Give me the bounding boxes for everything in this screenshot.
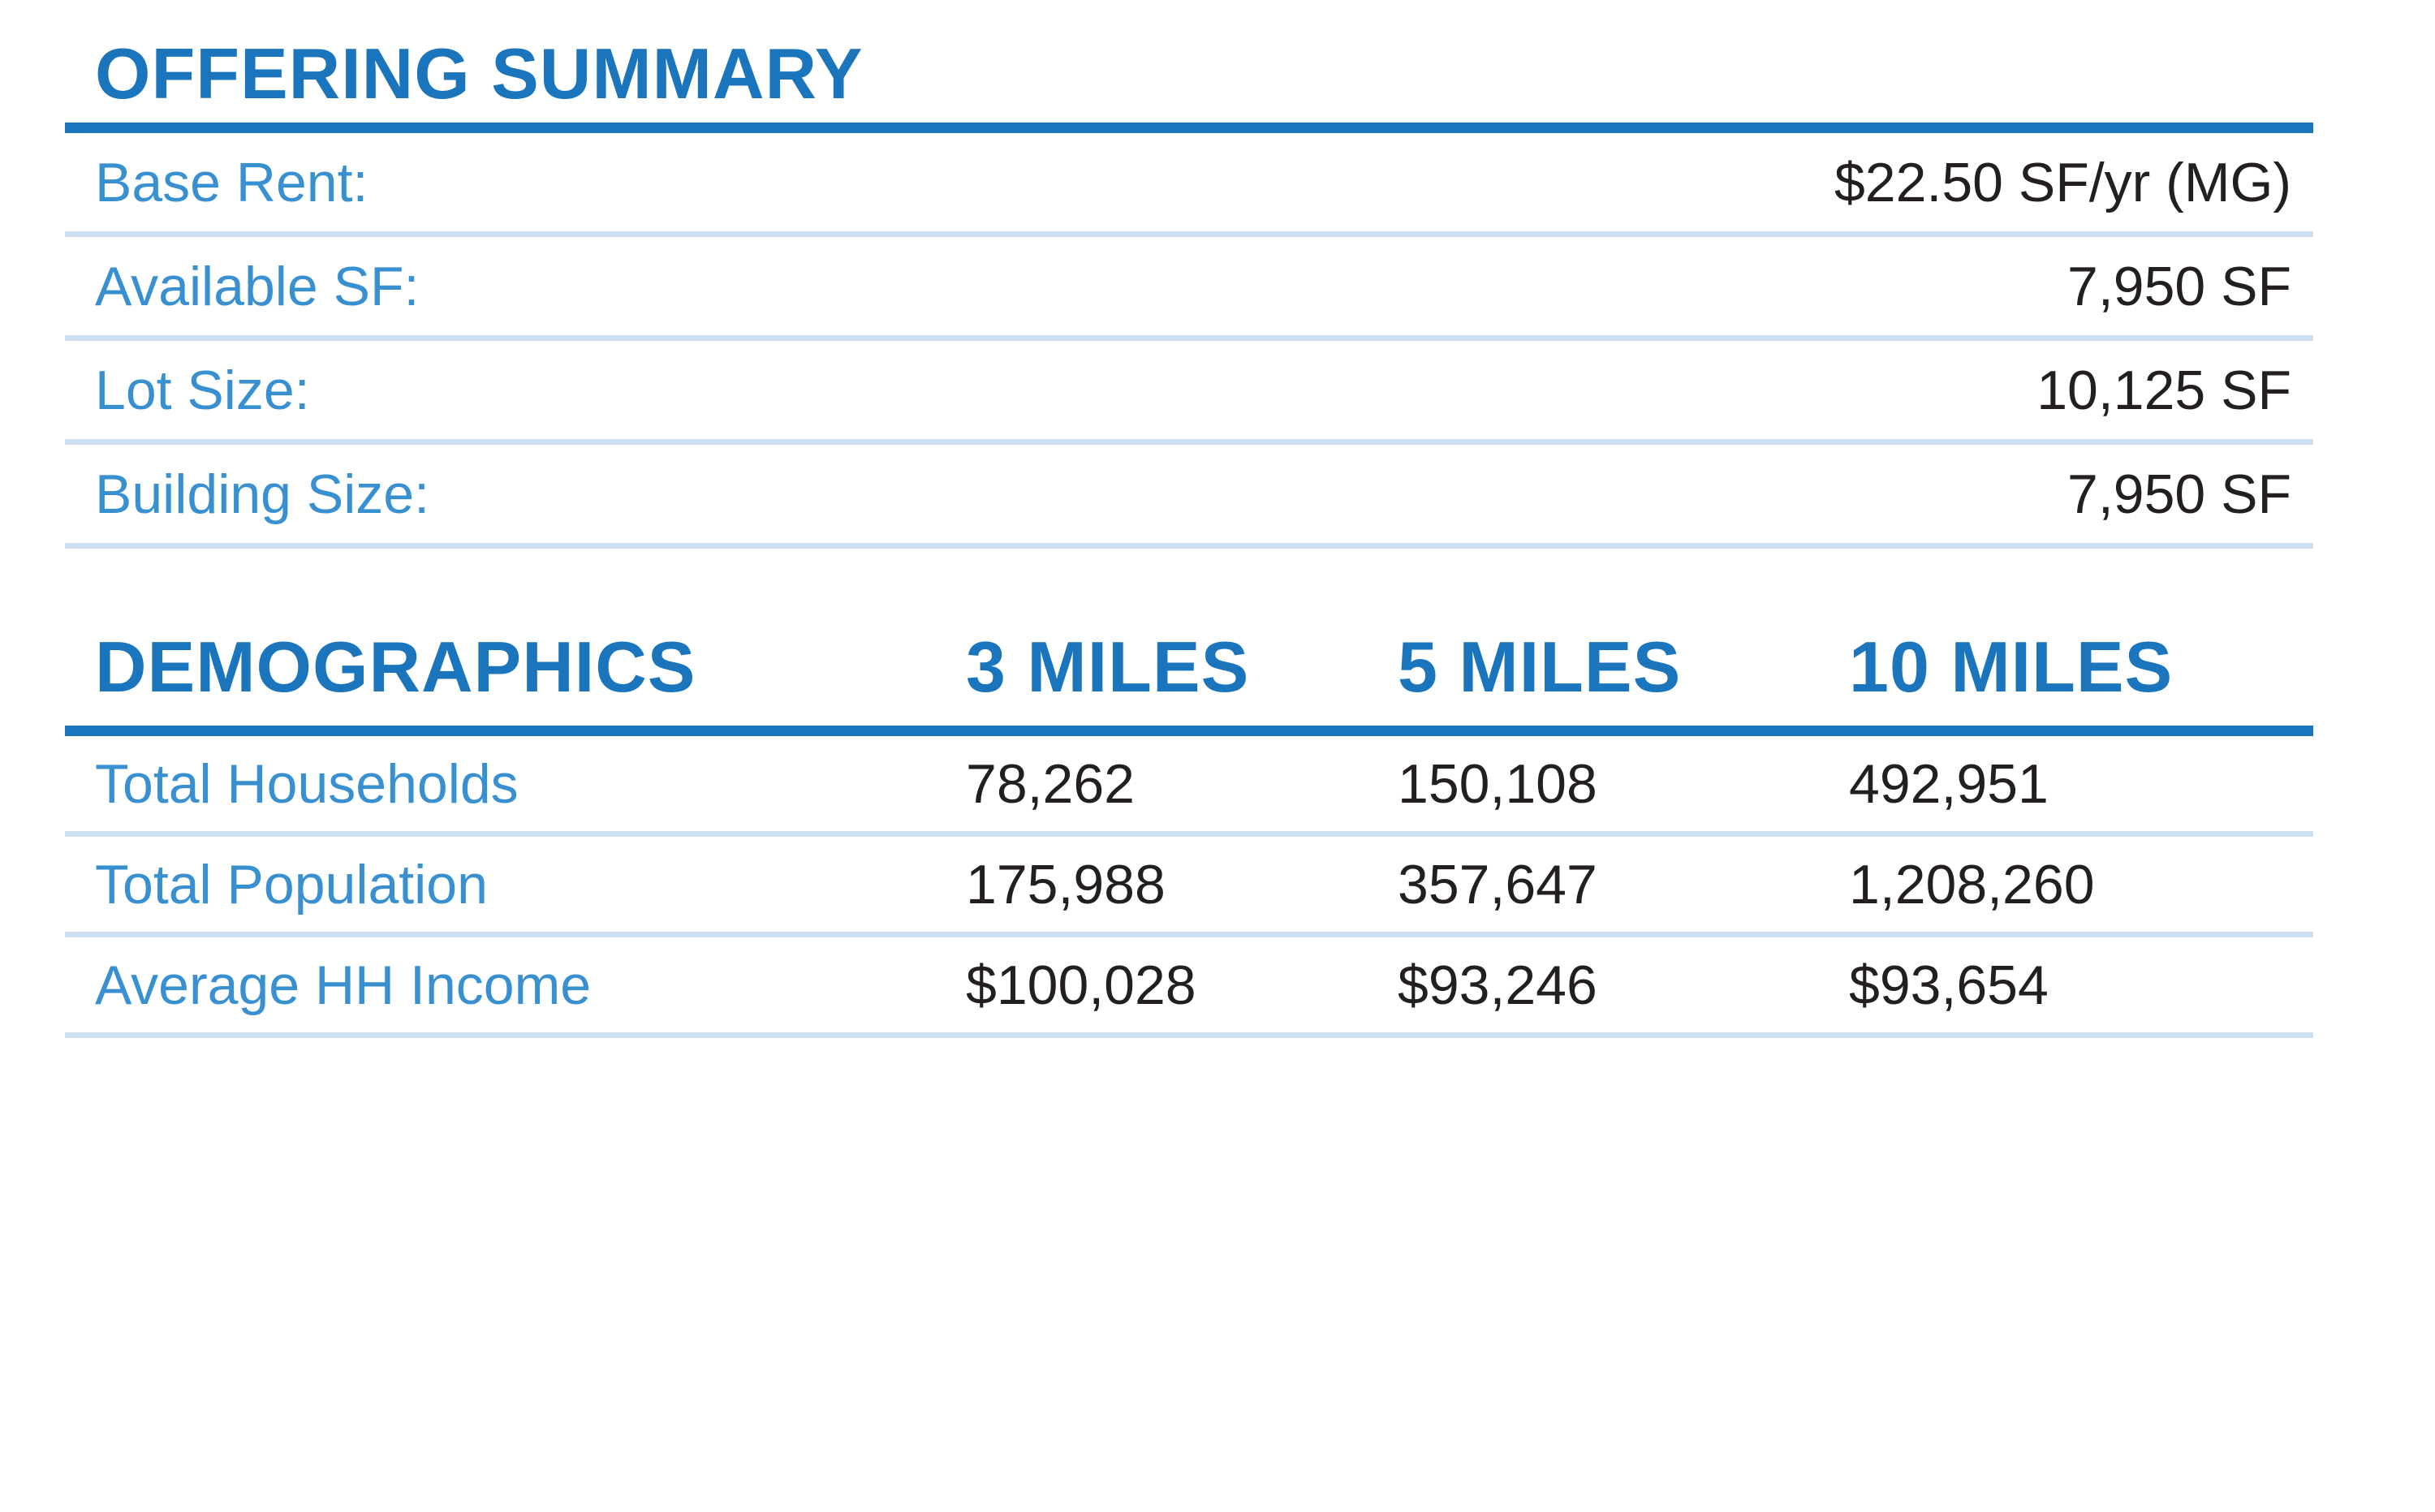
row-label: Average HH Income <box>95 954 592 1016</box>
table-row-total-households: Total Households 78,262 150,108 492,951 <box>65 736 2313 838</box>
demographics-rule <box>65 726 2313 737</box>
table-row-lot-size: Lot Size: 10,125 SF <box>65 341 2313 446</box>
offering-summary-section: OFFERING SUMMARY Base Rent: $22.50 SF/yr… <box>65 32 2313 549</box>
cell-5-miles: 357,647 <box>1398 853 1597 915</box>
row-value: $22.50 SF/yr (MG) <box>1834 151 2291 213</box>
demographics-header-row: DEMOGRAPHICS 3 MILES 5 MILES 10 MILES <box>65 626 2313 708</box>
cell-3-miles: 175,988 <box>966 853 1166 915</box>
row-value: 7,950 SF <box>2067 463 2291 525</box>
column-header-5-miles: 5 MILES <box>1398 627 1682 708</box>
row-label: Total Households <box>95 752 519 815</box>
row-value: 10,125 SF <box>2036 359 2291 421</box>
row-value: 7,950 SF <box>2067 255 2291 317</box>
row-label: Total Population <box>95 853 488 915</box>
table-row-average-hh-income: Average HH Income $100,028 $93,246 $93,6… <box>65 937 2313 1039</box>
table-row-available-sf: Available SF: 7,950 SF <box>65 237 2313 342</box>
offering-summary-rule <box>65 123 2313 134</box>
cell-10-miles: 1,208,260 <box>1849 853 2095 915</box>
cell-3-miles: $100,028 <box>966 954 1196 1016</box>
demographics-section: DEMOGRAPHICS 3 MILES 5 MILES 10 MILES To… <box>65 626 2313 1039</box>
table-row-total-population: Total Population 175,988 357,647 1,208,2… <box>65 837 2313 938</box>
demographics-title: DEMOGRAPHICS <box>95 627 696 708</box>
table-row-base-rent: Base Rent: $22.50 SF/yr (MG) <box>65 133 2313 238</box>
row-label: Base Rent: <box>95 151 368 213</box>
offering-summary-title: OFFERING SUMMARY <box>95 33 864 114</box>
cell-10-miles: $93,654 <box>1849 954 2049 1016</box>
row-label: Available SF: <box>95 255 420 317</box>
row-label: Building Size: <box>95 463 430 525</box>
cell-5-miles: 150,108 <box>1398 752 1597 815</box>
column-header-10-miles: 10 MILES <box>1849 627 2174 708</box>
cell-5-miles: $93,246 <box>1398 954 1597 1016</box>
cell-3-miles: 78,262 <box>966 752 1135 815</box>
table-row-building-size: Building Size: 7,950 SF <box>65 445 2313 549</box>
cell-10-miles: 492,951 <box>1849 752 2049 815</box>
column-header-3-miles: 3 MILES <box>966 627 1250 708</box>
tables-wrap: OFFERING SUMMARY Base Rent: $22.50 SF/yr… <box>65 0 2313 1039</box>
row-label: Lot Size: <box>95 359 310 421</box>
